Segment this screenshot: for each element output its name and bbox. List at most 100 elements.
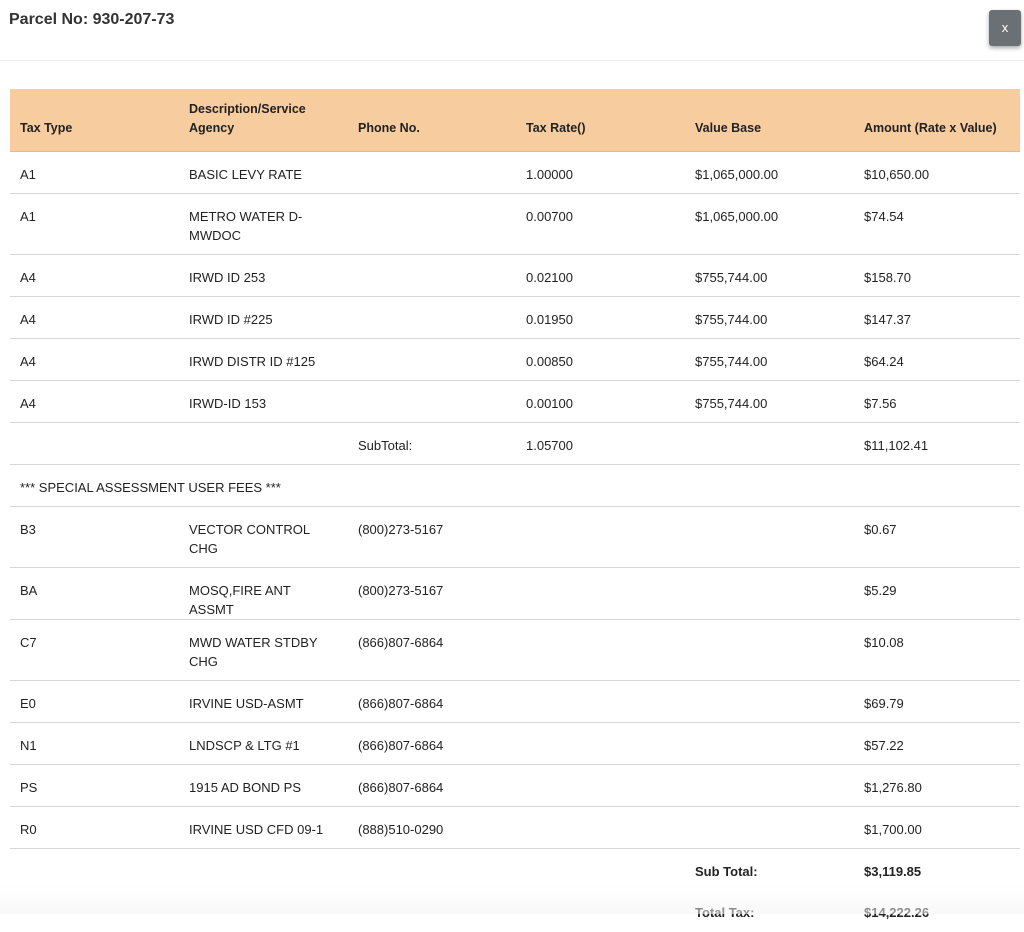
cell-phone: (866)807-6864 bbox=[348, 619, 516, 681]
cell-tax-type: PS bbox=[10, 764, 179, 807]
cell-phone bbox=[348, 296, 516, 339]
cell-description: IRWD ID #225 bbox=[179, 296, 348, 339]
header-tax-rate: Tax Rate() bbox=[516, 89, 685, 152]
cell-phone: (800)273-5167 bbox=[348, 567, 516, 620]
cell-description: IRWD ID 253 bbox=[179, 254, 348, 297]
cell-amount: $158.70 bbox=[854, 254, 1020, 297]
cell-tax-type: A1 bbox=[10, 151, 179, 194]
fees-subtotal-row: Sub Total: $3,119.85 bbox=[10, 848, 1020, 890]
table-header-row: Tax Type Description/Service Agency Phon… bbox=[10, 89, 1020, 152]
cell-empty bbox=[10, 422, 179, 465]
cell-amount: $1,276.80 bbox=[854, 764, 1020, 807]
cell-tax-rate: 0.01950 bbox=[516, 296, 685, 339]
fees-subtotal-amount: $3,119.85 bbox=[864, 863, 922, 879]
cell-empty bbox=[516, 567, 685, 620]
cell-amount: $1,700.00 bbox=[854, 806, 1020, 849]
cell-amount: $147.37 bbox=[854, 296, 1020, 339]
modal-title: Parcel No: 930-207-73 bbox=[9, 11, 175, 28]
total-tax-amount: $14,222.26 bbox=[864, 905, 930, 920]
table-row: PS 1915 AD BOND PS (866)807-6864 $1,276.… bbox=[10, 764, 1020, 807]
cell-empty bbox=[10, 848, 179, 890]
cell-empty bbox=[179, 422, 348, 465]
cell-tax-type: A1 bbox=[10, 193, 179, 255]
cell-empty bbox=[685, 619, 854, 681]
cell-empty bbox=[685, 764, 854, 807]
cell-tax-type: A4 bbox=[10, 254, 179, 297]
cell-empty bbox=[516, 890, 685, 932]
table-row: BA MOSQ,FIRE ANT ASSMT (800)273-5167 $5.… bbox=[10, 567, 1020, 620]
cell-tax-rate: 1.00000 bbox=[516, 151, 685, 194]
cell-empty bbox=[685, 680, 854, 723]
cell-empty bbox=[516, 806, 685, 849]
table-row: A4 IRWD DISTR ID #125 0.00850 $755,744.0… bbox=[10, 338, 1020, 381]
cell-phone bbox=[348, 338, 516, 381]
cell-empty bbox=[685, 422, 854, 465]
cell-tax-rate: 0.02100 bbox=[516, 254, 685, 297]
fees-subtotal-label: Sub Total: bbox=[695, 863, 758, 879]
cell-value-base: $755,744.00 bbox=[685, 254, 854, 297]
table-row: A4 IRWD ID 253 0.02100 $755,744.00 $158.… bbox=[10, 254, 1020, 297]
cell-description: IRWD-ID 153 bbox=[179, 380, 348, 423]
header-amount: Amount (Rate x Value) bbox=[854, 89, 1020, 152]
cell-description: IRVINE USD CFD 09-1 bbox=[179, 806, 348, 849]
table-row: E0 IRVINE USD-ASMT (866)807-6864 $69.79 bbox=[10, 680, 1020, 723]
cell-amount: $57.22 bbox=[854, 722, 1020, 765]
cell-empty bbox=[685, 722, 854, 765]
close-button[interactable]: x bbox=[989, 10, 1021, 46]
table-row: N1 LNDSCP & LTG #1 (866)807-6864 $57.22 bbox=[10, 722, 1020, 765]
total-tax-row: Total Tax: $14,222.26 bbox=[10, 890, 1020, 932]
cell-phone: (866)807-6864 bbox=[348, 722, 516, 765]
cell-amount: $74.54 bbox=[854, 193, 1020, 255]
cell-amount: $5.29 bbox=[854, 567, 1020, 620]
cell-description: IRVINE USD-ASMT bbox=[179, 680, 348, 723]
cell-value-base: $1,065,000.00 bbox=[685, 193, 854, 255]
cell-value-base: $755,744.00 bbox=[685, 296, 854, 339]
cell-empty bbox=[179, 890, 348, 932]
cell-empty bbox=[179, 848, 348, 890]
cell-phone: (866)807-6864 bbox=[348, 680, 516, 723]
cell-amount: $64.24 bbox=[854, 338, 1020, 381]
subtotal-row: SubTotal: 1.05700 $11,102.41 bbox=[10, 422, 1020, 465]
table-row: B3 VECTOR CONTROL CHG (800)273-5167 $0.6… bbox=[10, 506, 1020, 568]
cell-phone bbox=[348, 380, 516, 423]
subtotal-amount: $11,102.41 bbox=[854, 422, 1020, 465]
cell-description: IRWD DISTR ID #125 bbox=[179, 338, 348, 381]
cell-description: MOSQ,FIRE ANT ASSMT bbox=[179, 567, 348, 620]
table-row: A4 IRWD ID #225 0.01950 $755,744.00 $147… bbox=[10, 296, 1020, 339]
cell-tax-type: A4 bbox=[10, 380, 179, 423]
header-description: Description/Service Agency bbox=[179, 89, 348, 152]
cell-empty bbox=[685, 506, 854, 568]
cell-description: MWD WATER STDBY CHG bbox=[179, 619, 348, 681]
modal-header: Parcel No: 930-207-73 x bbox=[0, 0, 1024, 61]
special-section-row: *** SPECIAL ASSESSMENT USER FEES *** bbox=[10, 464, 1020, 507]
cell-description: LNDSCP & LTG #1 bbox=[179, 722, 348, 765]
cell-tax-type: BA bbox=[10, 567, 179, 620]
table-row: C7 MWD WATER STDBY CHG (866)807-6864 $10… bbox=[10, 619, 1020, 681]
cell-tax-type: R0 bbox=[10, 806, 179, 849]
cell-tax-type: B3 bbox=[10, 506, 179, 568]
cell-description: METRO WATER D-MWDOC bbox=[179, 193, 348, 255]
cell-tax-type: C7 bbox=[10, 619, 179, 681]
cell-phone: (866)807-6864 bbox=[348, 764, 516, 807]
cell-amount: $7.56 bbox=[854, 380, 1020, 423]
header-tax-type: Tax Type bbox=[10, 89, 179, 152]
subtotal-rate: 1.05700 bbox=[516, 422, 685, 465]
cell-empty bbox=[516, 680, 685, 723]
header-value-base: Value Base bbox=[685, 89, 854, 152]
total-tax-label: Total Tax: bbox=[695, 905, 755, 920]
cell-tax-type: A4 bbox=[10, 296, 179, 339]
cell-empty bbox=[516, 506, 685, 568]
tax-table: Tax Type Description/Service Agency Phon… bbox=[10, 89, 1020, 932]
cell-tax-rate: 0.00700 bbox=[516, 193, 685, 255]
cell-empty bbox=[348, 890, 516, 932]
cell-tax-rate: 0.00850 bbox=[516, 338, 685, 381]
cell-tax-type: N1 bbox=[10, 722, 179, 765]
cell-tax-type: E0 bbox=[10, 680, 179, 723]
cell-phone bbox=[348, 254, 516, 297]
cell-phone bbox=[348, 151, 516, 194]
cell-amount: $10.08 bbox=[854, 619, 1020, 681]
cell-phone: (888)510-0290 bbox=[348, 806, 516, 849]
cell-empty bbox=[10, 890, 179, 932]
header-phone: Phone No. bbox=[348, 89, 516, 152]
cell-amount: $10,650.00 bbox=[854, 151, 1020, 194]
